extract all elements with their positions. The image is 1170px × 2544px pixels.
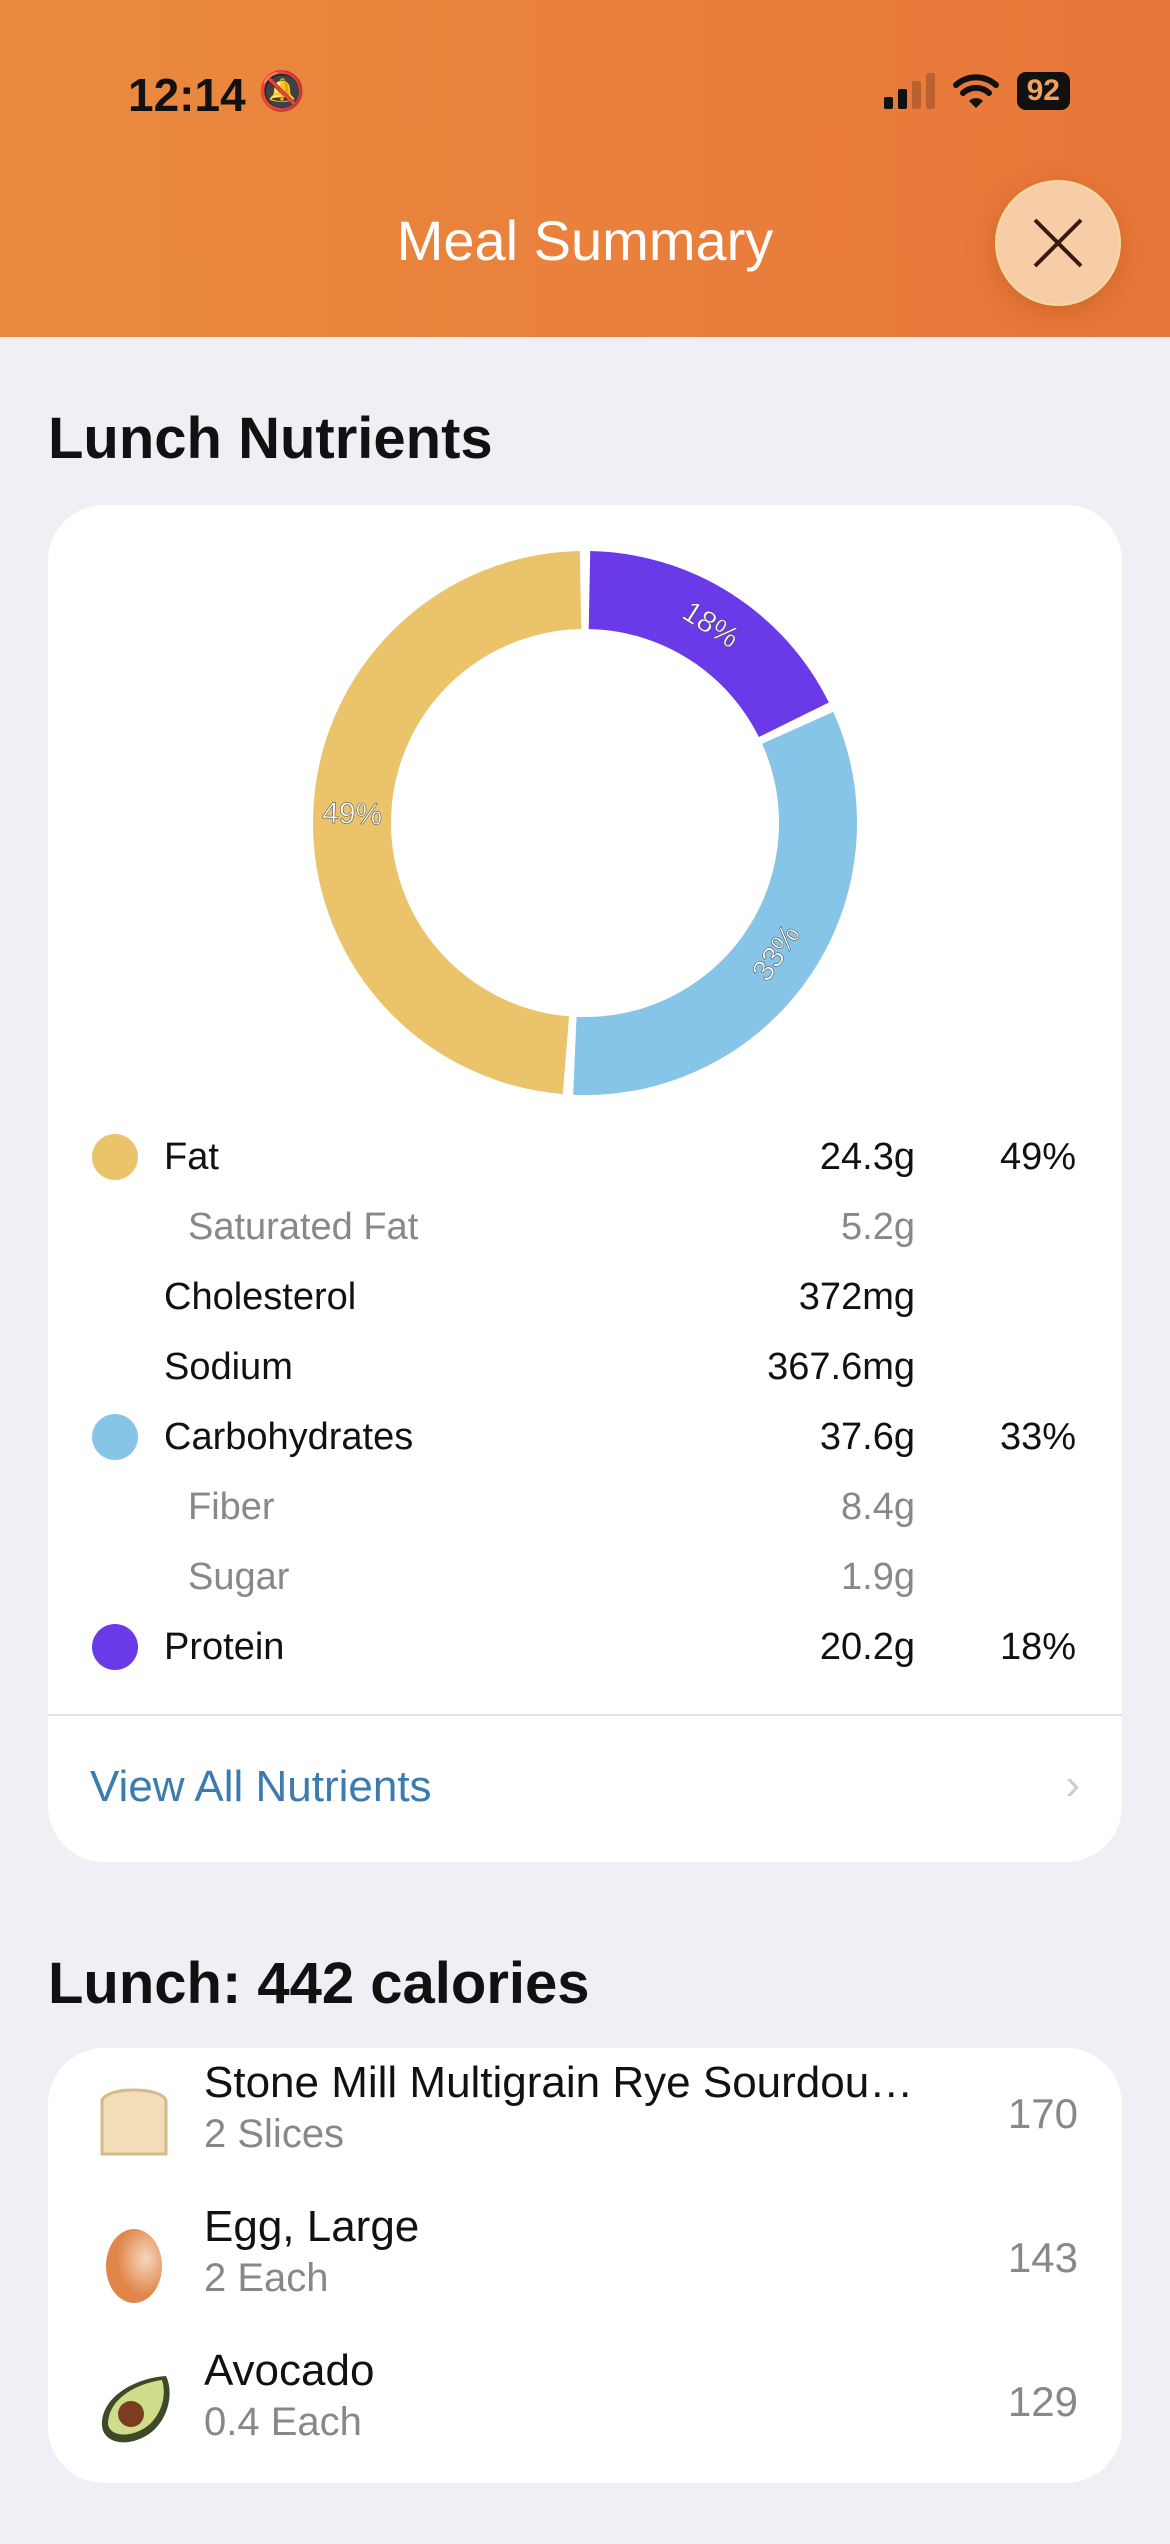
food-item[interactable]: Egg, Large 2 Each 143 xyxy=(48,2194,1122,2334)
nutrient-value: 5.2g xyxy=(841,1206,915,1248)
nutrient-row: Sugar 1.9g xyxy=(48,1547,1122,1607)
nutrient-percent: 33% xyxy=(999,1416,1076,1458)
nutrient-percent: 18% xyxy=(999,1626,1076,1668)
food-name: Avocado xyxy=(204,2346,375,2395)
nutrient-value: 372mg xyxy=(798,1276,915,1318)
food-name: Egg, Large xyxy=(204,2202,420,2251)
legend-dot xyxy=(92,1414,138,1460)
nutrient-value: 1.9g xyxy=(841,1556,915,1598)
legend-dot xyxy=(92,1624,138,1670)
battery-icon: 92 xyxy=(1016,72,1070,110)
close-button[interactable] xyxy=(995,180,1121,306)
nutrient-label: Sodium xyxy=(164,1346,293,1388)
meal-heading: Lunch: 442 calories xyxy=(48,1951,590,2016)
page-title: Meal Summary xyxy=(396,209,774,272)
bell-slash-icon: 🔕 xyxy=(258,71,306,113)
donut-segment-protein xyxy=(587,551,829,738)
nutrient-percent: 49% xyxy=(999,1136,1076,1178)
donut-label: 49% xyxy=(322,797,383,832)
nutrient-row: Fat 24.3g 49% xyxy=(48,1127,1122,1187)
food-calories: 170 xyxy=(1007,2090,1078,2137)
wifi-icon xyxy=(952,74,999,108)
nutrient-row: Protein 20.2g 18% xyxy=(48,1617,1122,1677)
nutrient-label: Protein xyxy=(164,1626,285,1668)
donut-segment-fat xyxy=(313,551,582,1095)
nutrient-row: Saturated Fat 5.2g xyxy=(48,1197,1122,1257)
nutrient-row: Sodium 367.6mg xyxy=(48,1337,1122,1397)
nutrient-row: Cholesterol 372mg xyxy=(48,1267,1122,1327)
chevron-right-icon: › xyxy=(1065,1760,1080,1809)
food-quantity: 0.4 Each xyxy=(204,2400,362,2444)
food-quantity: 2 Each xyxy=(204,2256,329,2300)
nutrient-label: Sugar xyxy=(188,1556,290,1598)
nutrient-label: Fat xyxy=(164,1136,219,1178)
nutrients-heading: Lunch Nutrients xyxy=(48,406,493,471)
view-all-label: View All Nutrients xyxy=(90,1762,432,1811)
nutrient-value: 37.6g xyxy=(819,1416,915,1458)
view-all-nutrients-link[interactable]: View All Nutrients › xyxy=(48,1716,1122,1862)
nutrient-row: Carbohydrates 37.6g 33% xyxy=(48,1407,1122,1467)
donut-segment-carbohydrates xyxy=(573,711,857,1095)
food-quantity: 2 Slices xyxy=(204,2112,345,2156)
nutrient-label: Fiber xyxy=(188,1486,275,1528)
nutrient-value: 20.2g xyxy=(819,1626,915,1668)
legend-dot xyxy=(92,1134,138,1180)
nutrient-row: Fiber 8.4g xyxy=(48,1477,1122,1537)
nutrient-label: Carbohydrates xyxy=(164,1416,414,1458)
food-item[interactable]: Stone Mill Multigrain Rye Sourdou… 2 Sli… xyxy=(48,2050,1122,2190)
nutrient-label: Saturated Fat xyxy=(188,1206,419,1248)
status-time: 12:14 xyxy=(128,69,246,121)
signal-icon xyxy=(883,73,935,109)
food-name: Stone Mill Multigrain Rye Sourdou… xyxy=(204,2058,914,2107)
header: 12:14 🔕 92 Meal Summary xyxy=(0,0,1170,337)
status-icons: 92 xyxy=(883,72,1070,110)
close-icon xyxy=(1033,218,1083,268)
nutrient-value: 367.6mg xyxy=(767,1346,915,1388)
food-calories: 143 xyxy=(1007,2234,1078,2281)
macro-donut-chart: 18%33%49% xyxy=(313,551,857,1095)
food-calories: 129 xyxy=(1007,2378,1078,2425)
nutrients-card: 18% 33% 49% Fat 24.3g 49% Saturated Fat 5.2g Ch… xyxy=(48,505,1122,1862)
food-item[interactable]: Avocado 0.4 Each 129 xyxy=(48,2338,1122,2478)
nutrient-value: 8.4g xyxy=(841,1486,915,1528)
nutrient-label: Cholesterol xyxy=(164,1276,357,1318)
nutrient-value: 24.3g xyxy=(819,1136,915,1178)
food-list-card: Stone Mill Multigrain Rye Sourdou… 2 Sli… xyxy=(48,2048,1122,2483)
divider xyxy=(48,1714,1122,1716)
